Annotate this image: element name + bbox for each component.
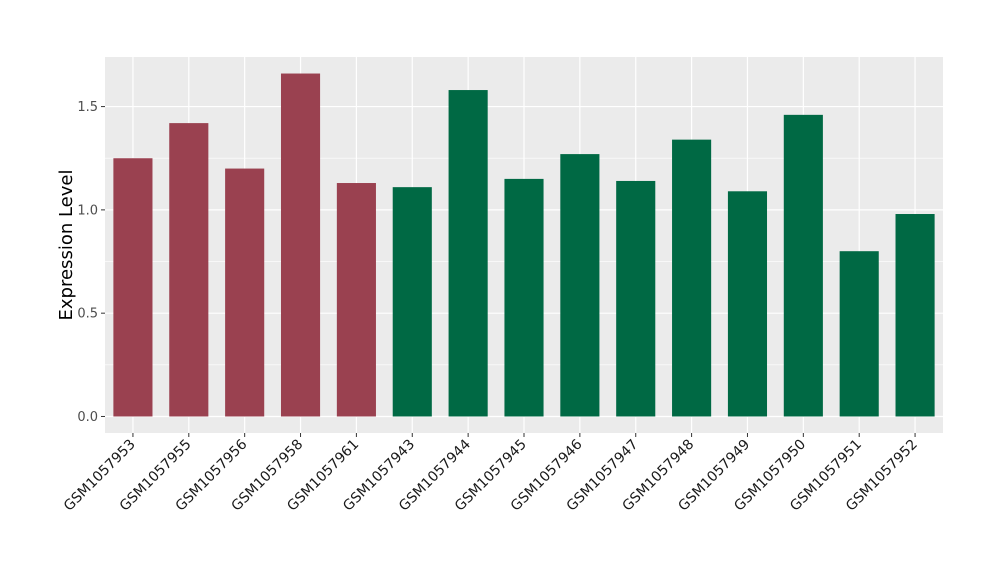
bar xyxy=(672,139,712,417)
bar xyxy=(448,90,488,417)
bar xyxy=(169,123,209,417)
bar xyxy=(895,214,935,417)
bar xyxy=(560,154,600,417)
y-tick-label: 0.5 xyxy=(77,307,98,322)
y-axis: 0.0 0.5 1.0 1.5 xyxy=(77,100,105,425)
bar xyxy=(336,183,376,417)
bar xyxy=(727,191,768,417)
y-tick-label: 0.0 xyxy=(77,410,98,425)
x-axis: GSM1057953GSM1057955GSM1057956GSM1057958… xyxy=(61,433,921,514)
y-tick-label: 1.5 xyxy=(77,100,98,115)
bars xyxy=(113,73,935,417)
bar xyxy=(225,168,265,417)
bar xyxy=(280,73,321,417)
bar xyxy=(504,178,544,417)
bar xyxy=(392,187,432,417)
bar xyxy=(616,180,656,417)
y-tick-label: 1.0 xyxy=(77,203,98,218)
y-axis-title: Expression Level xyxy=(56,170,77,321)
bar xyxy=(783,114,823,417)
bar xyxy=(113,158,153,417)
bar xyxy=(839,251,879,417)
